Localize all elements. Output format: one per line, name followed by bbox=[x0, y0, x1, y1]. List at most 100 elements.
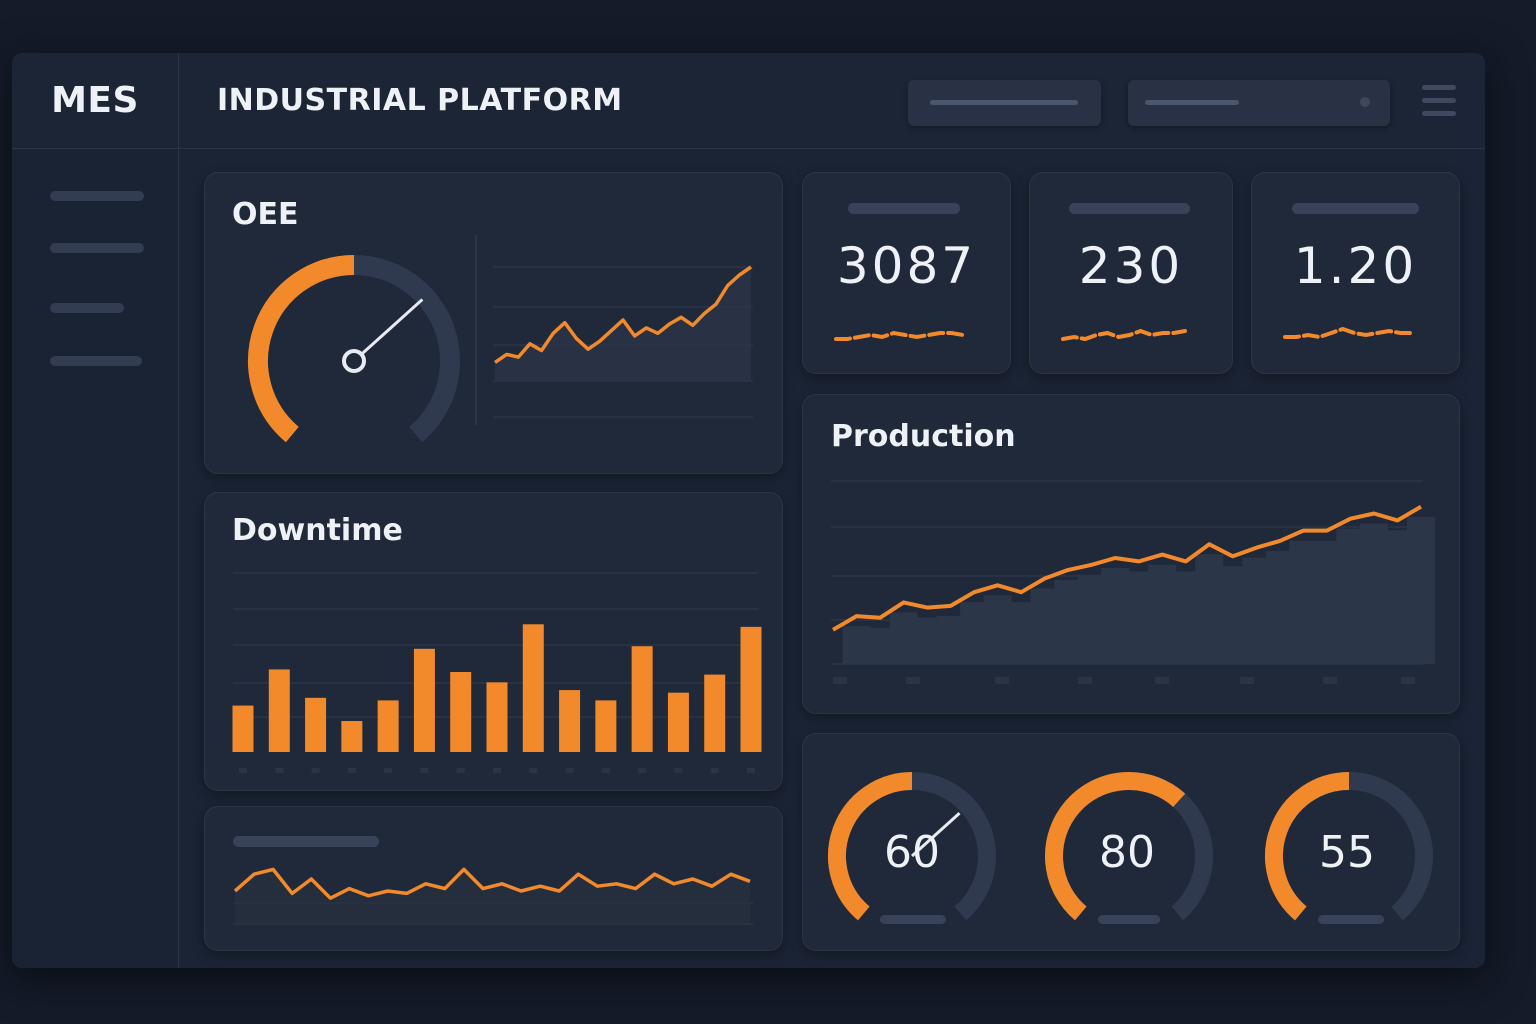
kpi-label-placeholder bbox=[848, 203, 960, 214]
downtime-bar bbox=[341, 721, 363, 752]
trend-line bbox=[233, 867, 751, 900]
search-field-placeholder bbox=[1145, 100, 1239, 105]
production-tick-label bbox=[1401, 677, 1415, 684]
sidebar-item-1[interactable] bbox=[50, 191, 144, 201]
production-tick-label bbox=[1323, 677, 1337, 684]
downtime-bar bbox=[413, 648, 435, 752]
downtime-tick-label bbox=[710, 768, 719, 773]
gauges-card: 60 80 55 bbox=[802, 733, 1460, 951]
production-bar bbox=[1101, 567, 1130, 664]
downtime-tick-label bbox=[638, 768, 647, 773]
sidebar-item-3[interactable] bbox=[50, 303, 124, 313]
search-icon bbox=[1360, 97, 1370, 107]
downtime-tick-label bbox=[275, 768, 284, 773]
oee-gauge-needle bbox=[352, 298, 424, 363]
downtime-tick-label bbox=[311, 768, 320, 773]
production-card: Production bbox=[802, 394, 1460, 714]
kpi-sparkline-2 bbox=[1061, 328, 1187, 342]
downtime-bar-chart bbox=[232, 572, 762, 773]
top-bar: MES INDUSTRIAL PLATFORM bbox=[12, 53, 1485, 149]
sidebar-item-2[interactable] bbox=[50, 243, 144, 253]
production-bar bbox=[1218, 566, 1247, 664]
production-tick-label bbox=[995, 677, 1009, 684]
oee-card: OEE bbox=[204, 172, 783, 474]
kpi-value-2: 230 bbox=[1078, 237, 1184, 295]
hamburger-menu-icon[interactable] bbox=[1422, 85, 1456, 117]
downtime-bar bbox=[486, 682, 508, 752]
downtime-card: Downtime bbox=[204, 492, 783, 791]
production-bar bbox=[1124, 571, 1153, 664]
production-line bbox=[831, 504, 1423, 632]
production-bar bbox=[1148, 564, 1177, 664]
production-tick-label bbox=[1155, 677, 1169, 684]
production-bar bbox=[1195, 554, 1224, 664]
production-bar bbox=[1030, 588, 1059, 664]
gauge-1-needle bbox=[910, 812, 961, 858]
brand-logo[interactable]: MES bbox=[12, 53, 179, 148]
kpi-sparkline-line bbox=[1061, 328, 1187, 342]
production-bar bbox=[1171, 571, 1200, 664]
downtime-title: Downtime bbox=[232, 513, 403, 548]
sidebar bbox=[12, 149, 179, 968]
gauge-1-fill bbox=[828, 772, 913, 921]
kpi-card-3: 1.20 bbox=[1251, 172, 1460, 374]
kpi-sparkline-line bbox=[834, 330, 965, 341]
oee-gauge bbox=[248, 255, 460, 443]
downtime-tick-label bbox=[747, 768, 755, 773]
kpi-label-placeholder bbox=[1292, 203, 1419, 214]
production-bar bbox=[866, 627, 895, 664]
downtime-bar bbox=[667, 692, 689, 752]
downtime-bar bbox=[450, 672, 472, 752]
oee-title: OEE bbox=[232, 197, 299, 232]
production-tick-label bbox=[1078, 677, 1092, 684]
production-bar bbox=[1007, 602, 1036, 664]
trend-card bbox=[204, 806, 783, 951]
trend-label-placeholder bbox=[233, 836, 379, 847]
toolbar-button-label-placeholder bbox=[930, 100, 1078, 105]
kpi-value-3: 1.20 bbox=[1293, 237, 1418, 295]
gauge-3-fill bbox=[1265, 772, 1350, 921]
production-bar bbox=[1265, 550, 1294, 664]
downtime-tick-label bbox=[529, 768, 538, 773]
toolbar-button[interactable] bbox=[908, 80, 1101, 126]
production-bar bbox=[1407, 516, 1435, 664]
production-bar bbox=[1054, 579, 1083, 664]
gauge-label-placeholder bbox=[1318, 915, 1384, 924]
oee-gauge-hub bbox=[342, 349, 366, 373]
gauge-label-placeholder bbox=[1098, 915, 1160, 924]
search-field[interactable] bbox=[1128, 80, 1390, 126]
sidebar-item-4[interactable] bbox=[50, 356, 142, 366]
gauge-value-1: 60 bbox=[884, 827, 940, 878]
downtime-tick-label bbox=[420, 768, 429, 773]
production-title: Production bbox=[831, 419, 1016, 454]
production-bar bbox=[1242, 557, 1271, 664]
downtime-bar bbox=[268, 669, 290, 752]
production-bar bbox=[1336, 528, 1365, 664]
downtime-bar bbox=[232, 705, 254, 752]
production-bar bbox=[936, 615, 965, 664]
oee-trend-line bbox=[494, 265, 752, 364]
bottom-trend-chart bbox=[233, 867, 753, 925]
kpi-sparkline-1 bbox=[834, 330, 965, 341]
oee-trend-area bbox=[495, 267, 751, 381]
kpi-value-1: 3087 bbox=[836, 237, 977, 295]
kpi-label-placeholder bbox=[1069, 203, 1190, 214]
kpi-card-1: 3087 bbox=[802, 172, 1011, 374]
gauges-group bbox=[828, 772, 1433, 921]
oee-trend-chart bbox=[475, 235, 753, 425]
downtime-tick-label bbox=[384, 768, 393, 773]
production-chart bbox=[831, 480, 1435, 684]
downtime-bar bbox=[740, 626, 762, 752]
production-bar bbox=[960, 602, 989, 664]
production-bar bbox=[1289, 540, 1318, 664]
downtime-tick-label bbox=[565, 768, 574, 773]
production-bar bbox=[1312, 540, 1341, 664]
production-bar bbox=[913, 617, 942, 664]
production-tick-label bbox=[1240, 677, 1254, 684]
oee-gauge-fill bbox=[248, 255, 355, 443]
kpi-sparkline-3 bbox=[1283, 326, 1414, 340]
downtime-bar bbox=[704, 674, 726, 752]
production-tick-label bbox=[833, 677, 847, 684]
kpi-card-2: 230 bbox=[1029, 172, 1233, 374]
downtime-bar bbox=[305, 697, 327, 752]
